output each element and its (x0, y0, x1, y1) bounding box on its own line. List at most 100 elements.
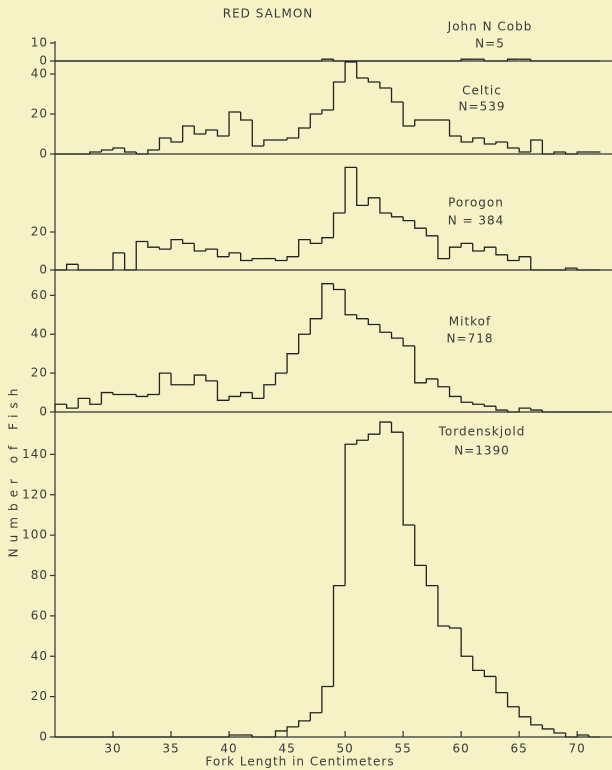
histogram-bin (170, 238, 183, 250)
histogram-bin (251, 392, 264, 400)
n-label: N=5 (475, 37, 505, 51)
histogram-bin (332, 59, 346, 62)
histogram-bin (483, 404, 496, 407)
histogram-bin (263, 139, 276, 146)
histogram-bin (251, 257, 264, 261)
histogram-bin (506, 410, 520, 413)
histogram-bin (286, 137, 299, 140)
histogram-bin (251, 734, 264, 738)
y-tick-label: 0 (39, 405, 48, 419)
histogram-bin (181, 239, 195, 245)
histogram-bin (506, 692, 520, 708)
histogram-bin (193, 243, 206, 252)
histogram-bin (274, 730, 288, 737)
y-tick-label: 140 (22, 447, 48, 461)
histogram-bin (193, 126, 206, 135)
histogram-bin (530, 408, 543, 411)
histogram-bin (495, 406, 508, 411)
histogram-bin (425, 228, 438, 237)
histogram-bin (506, 254, 520, 262)
x-tick-label: 60 (453, 742, 470, 756)
histogram-bin (506, 58, 520, 61)
y-tick-label: 10 (31, 36, 48, 50)
histogram-bin (158, 247, 172, 250)
histogram-bin (564, 152, 578, 155)
panel-label: Celtic (462, 84, 502, 98)
histogram-bin (332, 283, 346, 291)
histogram-bin (483, 246, 496, 251)
chart-title: RED SALMON (223, 7, 313, 21)
histogram-bin (483, 138, 496, 145)
histogram-bin (564, 267, 578, 270)
x-axis-label: Fork Length in Centimeters (205, 755, 394, 769)
histogram-bin (472, 402, 485, 405)
x-tick-label: 35 (162, 742, 179, 756)
histogram-bin (530, 59, 543, 62)
histogram-bin (390, 332, 404, 339)
histogram-bin (193, 374, 206, 385)
histogram-bin (77, 264, 90, 271)
n-label: N=1390 (454, 444, 510, 458)
histogram-bin (147, 393, 160, 397)
histogram-bin (483, 59, 496, 62)
histogram-bin (495, 676, 508, 694)
histogram-bin (414, 220, 427, 229)
histogram-bin (530, 139, 543, 152)
histogram-bin (228, 252, 241, 257)
histogram-bin (332, 81, 346, 110)
histogram-bin (274, 372, 288, 385)
histogram-bin (379, 324, 392, 333)
histogram-bin (541, 140, 554, 155)
histogram-bin (123, 252, 137, 271)
histogram-bin (425, 378, 438, 383)
y-tick-label: 20 (31, 366, 48, 380)
histogram-bin (437, 585, 450, 627)
x-tick-label: 45 (278, 742, 295, 756)
histogram-bin (344, 443, 357, 586)
histogram-bin (402, 216, 415, 222)
n-label: N=539 (459, 100, 506, 114)
histogram-bin (390, 88, 404, 103)
histogram-bin (541, 410, 554, 413)
x-tick-label: 50 (336, 742, 353, 756)
histogram-bin (448, 386, 462, 398)
histogram-bin (298, 333, 311, 354)
histogram-bin (54, 403, 67, 412)
histogram-bin (332, 584, 346, 687)
histogram-bin (460, 136, 473, 143)
histogram-bin (309, 113, 322, 128)
histogram-bin (460, 242, 473, 248)
y-tick-label: 40 (31, 649, 48, 663)
histogram-bin (205, 248, 218, 251)
histogram-bin (298, 238, 311, 257)
histogram-bin (181, 125, 195, 142)
histogram-bin (240, 391, 253, 397)
histogram-bin (344, 166, 357, 213)
histogram-bin (298, 720, 311, 727)
histogram-bin (402, 102, 415, 127)
histogram-bin (332, 212, 346, 238)
histogram-bin (309, 239, 322, 245)
histogram-bin (448, 625, 462, 629)
y-tick-label: 100 (22, 528, 48, 542)
y-tick-label: 60 (31, 288, 48, 302)
y-tick-label: 0 (39, 147, 48, 161)
histogram-bin (553, 728, 566, 734)
histogram-bin (216, 130, 230, 137)
histogram-bin (506, 142, 520, 149)
histogram-bin (321, 58, 334, 61)
histogram-bin (112, 392, 125, 396)
y-tick-label: 40 (31, 67, 48, 81)
histogram-bin (147, 241, 160, 248)
histogram-bin (379, 421, 392, 435)
histogram-bin (448, 246, 462, 259)
histogram-bin (379, 82, 392, 89)
histogram-bin (298, 127, 311, 138)
panel-label: Mitkof (449, 315, 491, 329)
histogram-bin (356, 314, 369, 320)
histogram-bin (576, 151, 589, 154)
histogram-bin (518, 148, 531, 153)
histogram-bin (240, 252, 253, 262)
histogram-bin (309, 318, 322, 335)
histogram-bin (564, 732, 578, 738)
